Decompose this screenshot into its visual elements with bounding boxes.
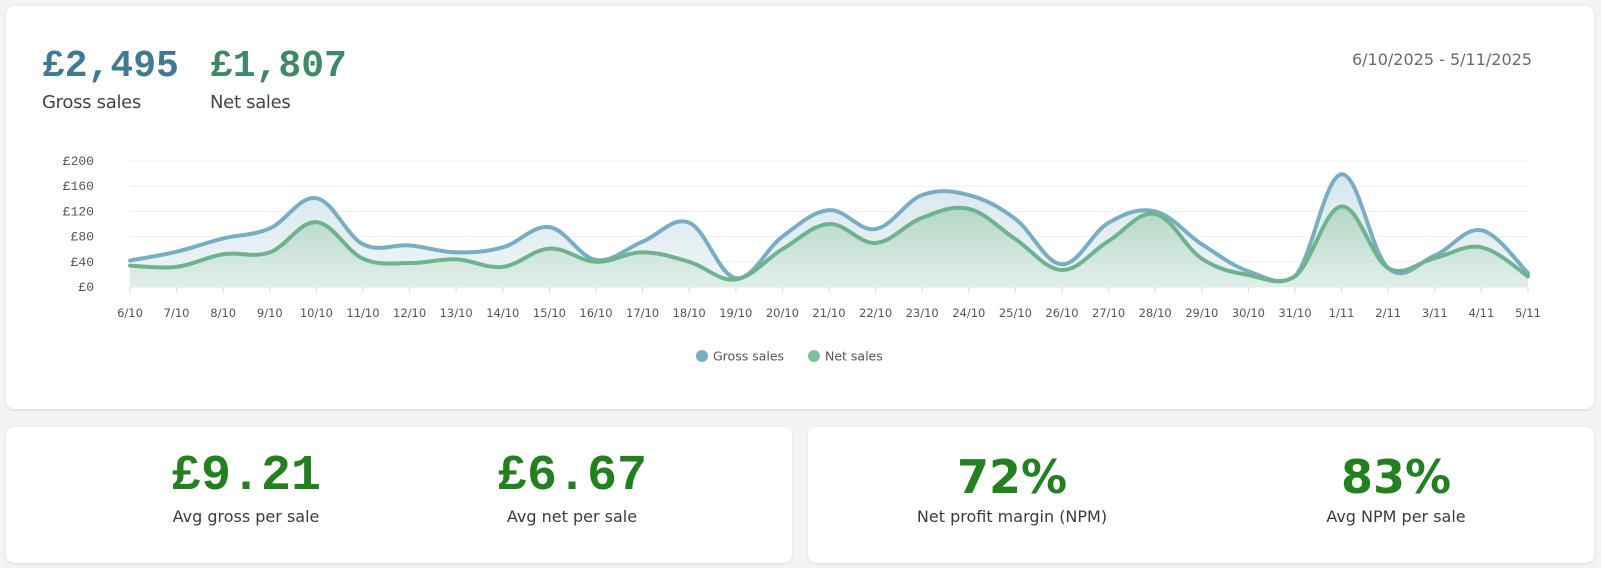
x-tick-label: 5/11	[1515, 306, 1541, 320]
y-tick-label: £0	[78, 280, 94, 295]
x-tick-label: 9/10	[257, 306, 283, 320]
y-tick-label: £200	[63, 154, 94, 169]
net-sales-kpi: £1,807 Net sales	[210, 45, 347, 114]
sales-overview-card: £2,495 Gross sales £1,807 Net sales 6/10…	[6, 6, 1594, 409]
x-tick-label: 17/10	[626, 306, 659, 320]
x-tick-label: 22/10	[859, 306, 892, 320]
y-tick-label: £40	[71, 255, 94, 270]
y-tick-label: £80	[71, 230, 94, 245]
profit-margin-card: 72% Net profit margin (NPM) 83% Avg NPM …	[808, 427, 1594, 563]
x-tick-label: 15/10	[533, 306, 566, 320]
chart-areas	[128, 172, 1530, 287]
x-tick-label: 14/10	[486, 306, 519, 320]
x-axis: 6/10 7/10 8/10 9/10 10/10 11/10 12/10 13/10 14/1…	[117, 287, 1541, 320]
x-tick-label: 19/10	[719, 306, 752, 320]
legend-item-gross-sales[interactable]: Gross sales	[696, 349, 784, 364]
x-tick-label: 23/10	[906, 306, 939, 320]
avg-npm-per-sale-stat: 83% Avg NPM per sale	[1206, 451, 1586, 526]
net-profit-margin-stat: 72% Net profit margin (NPM)	[822, 451, 1202, 526]
avg-gross-per-sale-stat: £9.21 Avg gross per sale	[56, 448, 436, 527]
legend-label: Net sales	[825, 349, 883, 364]
x-tick-label: 13/10	[440, 306, 473, 320]
net-sales-label: Net sales	[210, 92, 291, 113]
x-tick-label: 6/10	[117, 306, 143, 320]
legend-label: Gross sales	[713, 349, 784, 364]
sales-area-chart[interactable]: £0 £40 £80 £120 £160 £200 6/10 7/10 8/10 9/10 10/…	[6, 6, 1594, 409]
y-tick-label: £160	[63, 179, 94, 194]
x-tick-label: 10/10	[300, 306, 333, 320]
net-sales-line[interactable]	[128, 204, 1530, 284]
x-tick-label: 27/10	[1092, 306, 1125, 320]
legend-dot-icon	[696, 350, 708, 362]
avg-net-per-sale-label: Avg net per sale	[506, 507, 638, 526]
net-sales-value: £1,807	[210, 45, 347, 88]
x-tick-label: 4/11	[1468, 306, 1494, 320]
x-tick-label: 28/10	[1139, 306, 1172, 320]
x-tick-label: 18/10	[673, 306, 706, 320]
legend-item-net-sales[interactable]: Net sales	[808, 349, 883, 364]
gross-sales-label: Gross sales	[42, 92, 142, 113]
net-profit-margin-value: 72%	[956, 450, 1068, 504]
x-tick-label: 20/10	[766, 306, 799, 320]
x-tick-label: 16/10	[579, 306, 612, 320]
x-tick-label: 2/11	[1375, 306, 1401, 320]
gross-sales-line[interactable]	[128, 172, 1530, 283]
x-tick-label: 21/10	[812, 306, 845, 320]
gross-sales-kpi: £2,495 Gross sales	[42, 45, 179, 114]
avg-gross-per-sale-value: £9.21	[170, 448, 322, 505]
date-range[interactable]: 6/10/2025 - 5/11/2025	[1351, 50, 1532, 69]
x-tick-label: 12/10	[393, 306, 426, 320]
avg-net-per-sale-stat: £6.67 Avg net per sale	[382, 448, 762, 527]
legend-dot-icon	[808, 350, 820, 362]
x-tick-label: 26/10	[1045, 306, 1078, 320]
net-profit-margin-label: Net profit margin (NPM)	[916, 507, 1108, 526]
avg-net-per-sale-value: £6.67	[496, 448, 648, 505]
y-tick-label: £120	[63, 204, 94, 219]
avg-npm-per-sale-label: Avg NPM per sale	[1326, 507, 1466, 526]
x-tick-label: 3/11	[1422, 306, 1448, 320]
gross-sales-value: £2,495	[42, 45, 179, 88]
x-tick-label: 7/10	[164, 306, 190, 320]
x-tick-label: 25/10	[999, 306, 1032, 320]
x-tick-label: 24/10	[952, 306, 985, 320]
x-tick-label: 30/10	[1232, 306, 1265, 320]
avg-npm-per-sale-value: 83%	[1340, 450, 1452, 504]
x-tick-label: 8/10	[210, 306, 236, 320]
x-tick-label: 11/10	[346, 306, 379, 320]
per-sale-averages-card: £9.21 Avg gross per sale £6.67 Avg net p…	[6, 427, 792, 563]
x-tick-label: 29/10	[1185, 306, 1218, 320]
chart-legend[interactable]: Gross sales Net sales	[696, 349, 883, 364]
avg-gross-per-sale-label: Avg gross per sale	[172, 507, 320, 526]
y-axis: £0 £40 £80 £120 £160 £200	[63, 154, 94, 295]
net-sales-area	[130, 206, 1528, 287]
x-tick-label: 31/10	[1278, 306, 1311, 320]
x-tick-label: 1/11	[1329, 306, 1355, 320]
